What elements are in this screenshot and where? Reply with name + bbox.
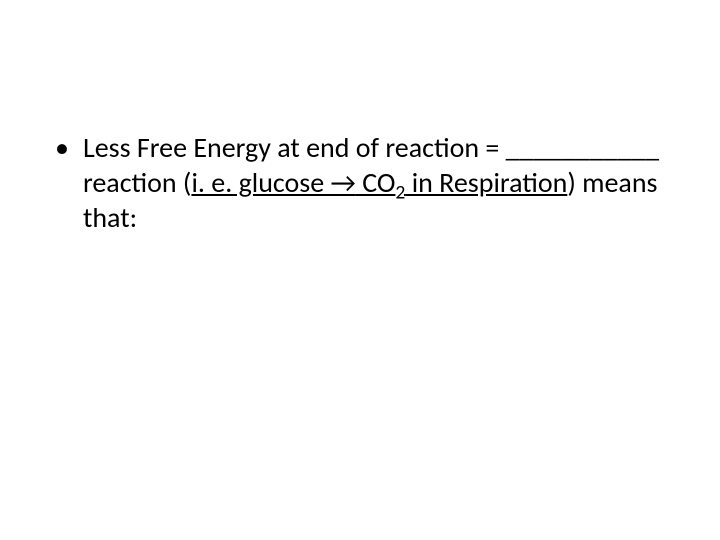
underlined-segment-2: CO (356, 165, 396, 200)
subscript-2: 2 (395, 181, 405, 205)
text-segment-1: Less Free Energy at end of reaction = (83, 130, 506, 165)
underlined-segment-1: i. e. glucose (191, 165, 330, 200)
bullet-list-item: • Less Free Energy at end of reaction = … (55, 130, 680, 235)
arrow-glyph: → (331, 165, 356, 200)
bullet-text: Less Free Energy at end of reaction = __… (83, 130, 680, 235)
bullet-glyph: • (55, 130, 69, 165)
blank-line: ___________ (506, 130, 659, 165)
slide: • Less Free Energy at end of reaction = … (0, 0, 720, 540)
text-segment-2: reaction ( (83, 165, 191, 200)
underlined-segment-3: in Respiration (405, 165, 567, 200)
underlined-example: i. e. glucose → CO2 in Respiration (191, 165, 567, 200)
